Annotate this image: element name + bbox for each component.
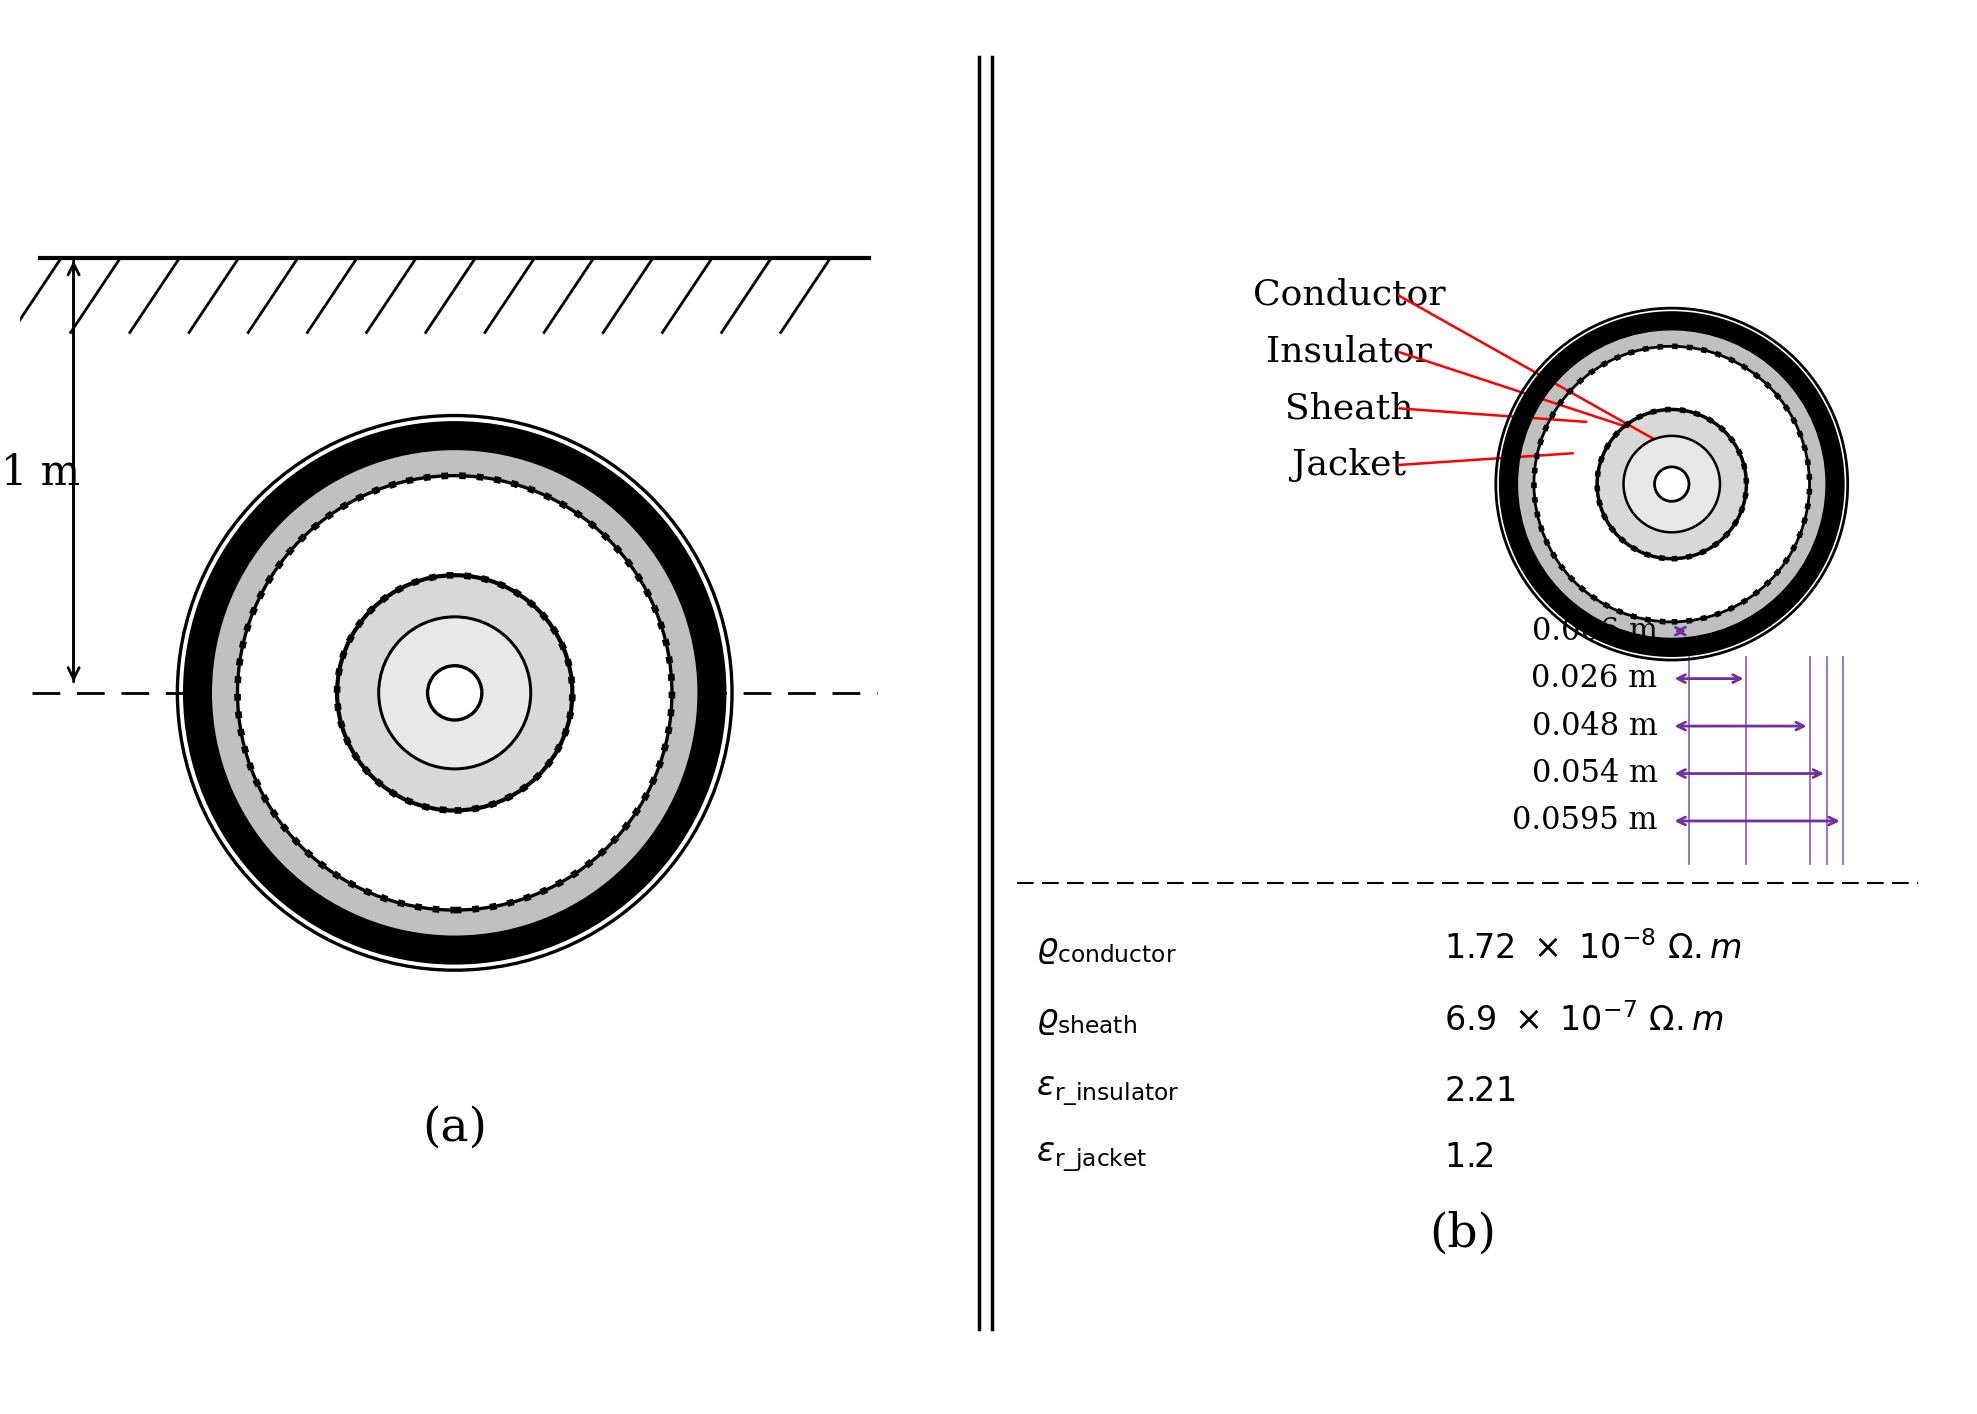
Wedge shape (237, 475, 672, 911)
Circle shape (427, 666, 482, 720)
Text: Insulator: Insulator (1265, 334, 1431, 368)
Text: 0.054 m: 0.054 m (1532, 758, 1657, 789)
Text: 0.048 m: 0.048 m (1532, 711, 1657, 741)
Text: (b): (b) (1429, 1212, 1497, 1257)
Wedge shape (336, 575, 573, 810)
Circle shape (174, 413, 735, 973)
Circle shape (1495, 307, 1848, 662)
Wedge shape (1501, 314, 1843, 655)
Text: $1.2$: $1.2$ (1443, 1141, 1495, 1175)
Text: $\varrho_{\rm sheath}$: $\varrho_{\rm sheath}$ (1036, 1004, 1137, 1036)
Wedge shape (210, 448, 700, 937)
Text: $2.21$: $2.21$ (1443, 1075, 1514, 1109)
Text: $6.9\ \times\ 10^{-7}\ \Omega.m$: $6.9\ \times\ 10^{-7}\ \Omega.m$ (1443, 1003, 1724, 1038)
Wedge shape (380, 617, 530, 769)
Text: Sheath: Sheath (1285, 392, 1414, 426)
Wedge shape (1534, 346, 1809, 622)
Wedge shape (1597, 410, 1746, 559)
Wedge shape (1623, 436, 1720, 532)
Text: $\varepsilon_{\rm r\_jacket}$: $\varepsilon_{\rm r\_jacket}$ (1036, 1141, 1147, 1175)
Text: (a): (a) (423, 1106, 486, 1151)
Text: $\varepsilon_{\rm r\_insulator}$: $\varepsilon_{\rm r\_insulator}$ (1036, 1075, 1180, 1109)
Text: 1 m: 1 m (0, 452, 79, 495)
Text: $\varrho_{\rm conductor}$: $\varrho_{\rm conductor}$ (1036, 933, 1176, 966)
Text: 0.006 m: 0.006 m (1532, 615, 1657, 646)
Text: 0.0595 m: 0.0595 m (1512, 806, 1657, 837)
Circle shape (1655, 467, 1688, 502)
Wedge shape (186, 424, 724, 962)
Text: Jacket: Jacket (1293, 448, 1406, 482)
Text: Conductor: Conductor (1253, 277, 1445, 311)
Text: 0.026 m: 0.026 m (1532, 663, 1657, 694)
Text: $1.72\ \times\ 10^{-8}\ \Omega.m$: $1.72\ \times\ 10^{-8}\ \Omega.m$ (1443, 932, 1742, 967)
Wedge shape (1516, 329, 1827, 639)
